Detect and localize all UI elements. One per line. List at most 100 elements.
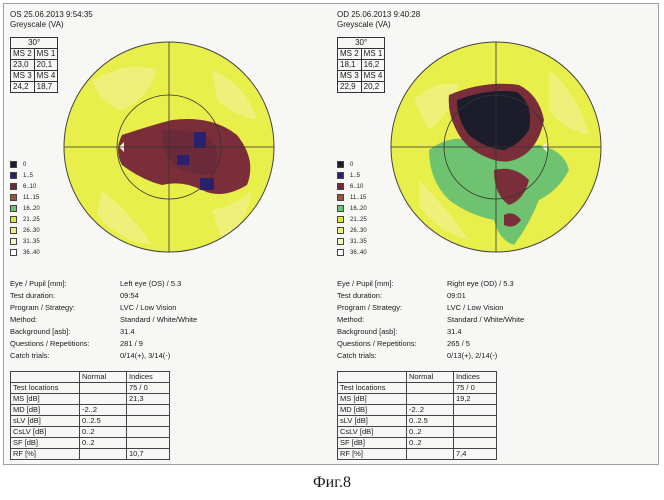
table-row: MS [dB]21,3 xyxy=(11,394,170,405)
info-value: 09:54 xyxy=(120,290,139,302)
table-row: Test locations75 / 0 xyxy=(11,383,170,394)
perimetry-report: OS 25.06.2013 9:54:35 Greyscale (VA) 30°… xyxy=(3,3,659,465)
table-cell: 0..2 xyxy=(80,427,127,438)
info-value: LVC / Low Vision xyxy=(120,302,176,314)
legend-item: 6..10 xyxy=(10,181,40,192)
table-cell: MS [dB] xyxy=(11,394,80,405)
left-ms-table: 30° MS 2MS 1 23,020,1 MS 3MS 4 24,218,7 xyxy=(10,37,58,93)
info-key: Background [asb]: xyxy=(337,326,447,338)
legend-item: 11..15 xyxy=(337,192,367,203)
legend-item: 21..25 xyxy=(337,214,367,225)
info-row: Questions / Repetitions:281 / 9 xyxy=(10,338,310,350)
legend-item: 1..5 xyxy=(337,170,367,181)
info-value: Right eye (OD) / 5.3 xyxy=(447,278,514,290)
left-color-legend: 0 1..5 6..10 11..15 16..20 21..25 26..30… xyxy=(10,159,40,258)
info-key: Test duration: xyxy=(337,290,447,302)
table-cell: -2..2 xyxy=(407,405,454,416)
legend-item: 16..20 xyxy=(337,203,367,214)
legend-swatch xyxy=(337,216,344,223)
info-value: 09:01 xyxy=(447,290,466,302)
table-row: MS [dB]19,2 xyxy=(338,394,497,405)
legend-item: 6..10 xyxy=(337,181,367,192)
table-row: CsLV [dB]0..2 xyxy=(11,427,170,438)
legend-item: 0 xyxy=(10,159,40,170)
right-color-legend: 0 1..5 6..10 11..15 16..20 21..25 26..30… xyxy=(337,159,367,258)
ms-cell: MS 4 xyxy=(34,71,58,82)
info-key: Eye / Pupil [mm]: xyxy=(337,278,447,290)
info-row: Eye / Pupil [mm]:Right eye (OD) / 5.3 xyxy=(337,278,637,290)
info-row: Questions / Repetitions:265 / 5 xyxy=(337,338,637,350)
left-datetime: OS 25.06.2013 9:54:35 xyxy=(10,10,93,20)
table-cell xyxy=(407,383,454,394)
table-cell: MD [dB] xyxy=(338,405,407,416)
table-cell: MD [dB] xyxy=(11,405,80,416)
legend-item: 21..25 xyxy=(10,214,40,225)
info-value: 31.4 xyxy=(447,326,462,338)
info-row: Program / Strategy:LVC / Low Vision xyxy=(337,302,637,314)
ms-cell: 20,2 xyxy=(361,82,385,93)
legend-label: 6..10 xyxy=(23,184,36,190)
right-datetime: OD 25.06.2013 9:40:28 xyxy=(337,10,420,20)
table-cell xyxy=(80,394,127,405)
info-row: Method:Standard / White/White xyxy=(10,314,310,326)
legend-swatch xyxy=(337,172,344,179)
table-row: SF [dB]0..2 xyxy=(11,438,170,449)
info-row: Program / Strategy:LVC / Low Vision xyxy=(10,302,310,314)
table-cell: Normal xyxy=(80,372,127,383)
info-value: 265 / 5 xyxy=(447,338,470,350)
table-cell: 0..2.5 xyxy=(80,416,127,427)
ms-cell: 16,2 xyxy=(361,60,385,71)
legend-label: 36..40 xyxy=(350,250,367,256)
legend-swatch xyxy=(10,249,17,256)
legend-label: 16..20 xyxy=(350,206,367,212)
table-cell: 75 / 0 xyxy=(127,383,170,394)
ms-cell: MS 1 xyxy=(361,49,385,60)
left-indices-table: NormalIndices Test locations75 / 0 MS [d… xyxy=(10,371,170,460)
table-row: MD [dB]-2..2 xyxy=(338,405,497,416)
legend-swatch xyxy=(10,183,17,190)
table-row: SF [dB]0..2 xyxy=(338,438,497,449)
legend-swatch xyxy=(10,172,17,179)
right-ms-angle: 30° xyxy=(338,38,385,49)
info-row: Test duration:09:54 xyxy=(10,290,310,302)
legend-item: 31..35 xyxy=(337,236,367,247)
table-cell xyxy=(127,438,170,449)
legend-label: 0 xyxy=(23,162,26,168)
info-key: Method: xyxy=(337,314,447,326)
info-key: Test duration: xyxy=(10,290,120,302)
table-cell: SF [dB] xyxy=(11,438,80,449)
table-cell xyxy=(127,416,170,427)
right-header: OD 25.06.2013 9:40:28 Greyscale (VA) xyxy=(337,10,420,30)
info-key: Program / Strategy: xyxy=(337,302,447,314)
info-value: 0/13(+), 2/14(-) xyxy=(447,350,497,362)
table-cell: RF [%] xyxy=(11,449,80,460)
info-key: Questions / Repetitions: xyxy=(337,338,447,350)
legend-label: 16..20 xyxy=(23,206,40,212)
ms-cell: 24,2 xyxy=(11,82,35,93)
left-ms-angle: 30° xyxy=(11,38,58,49)
right-mode: Greyscale (VA) xyxy=(337,20,420,30)
ms-cell: 18,1 xyxy=(338,60,362,71)
legend-swatch xyxy=(337,205,344,212)
table-cell: 0..2 xyxy=(407,427,454,438)
table-cell xyxy=(127,405,170,416)
table-cell: SF [dB] xyxy=(338,438,407,449)
info-key: Questions / Repetitions: xyxy=(10,338,120,350)
info-row: Background [asb]:31.4 xyxy=(10,326,310,338)
table-row: sLV [dB]0..2.5 xyxy=(338,416,497,427)
table-cell xyxy=(127,427,170,438)
info-value: Left eye (OS) / 5.3 xyxy=(120,278,181,290)
legend-label: 1..5 xyxy=(350,173,360,179)
legend-item: 26..30 xyxy=(10,225,40,236)
legend-swatch xyxy=(10,216,17,223)
ms-cell: MS 3 xyxy=(338,71,362,82)
legend-label: 0 xyxy=(350,162,353,168)
legend-swatch xyxy=(337,227,344,234)
right-test-info: Eye / Pupil [mm]:Right eye (OD) / 5.3 Te… xyxy=(337,278,637,362)
table-cell xyxy=(80,449,127,460)
table-cell: Test locations xyxy=(338,383,407,394)
table-row: CsLV [dB]0..2 xyxy=(338,427,497,438)
table-cell: sLV [dB] xyxy=(338,416,407,427)
figure-caption: Фиг.8 xyxy=(0,474,664,492)
table-cell: Normal xyxy=(407,372,454,383)
